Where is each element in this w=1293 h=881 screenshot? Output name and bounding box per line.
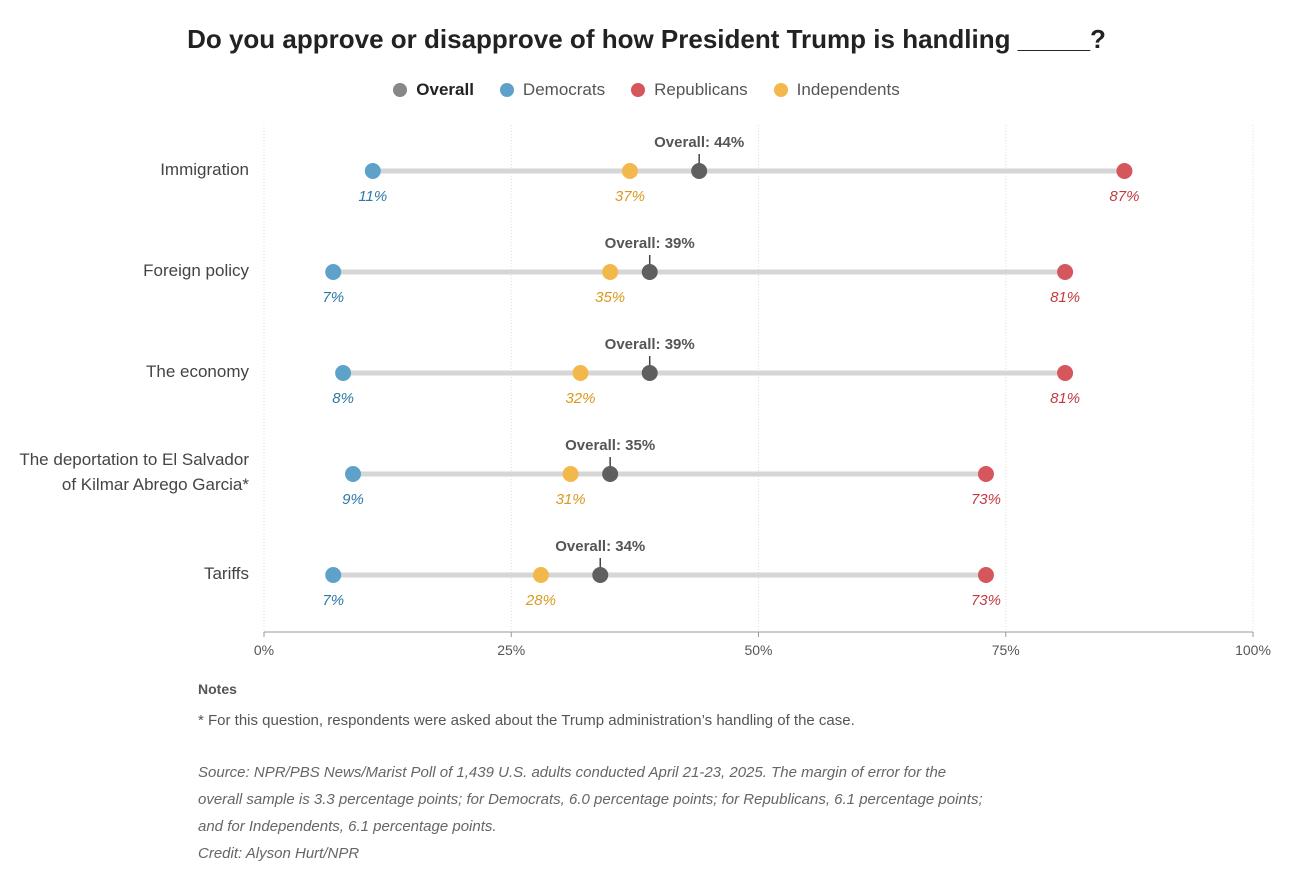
- legend-item-democrats: Democrats: [499, 80, 606, 100]
- category-label: of Kilmar Abrego Garcia*: [62, 475, 249, 494]
- value-label-independents: 37%: [615, 188, 645, 205]
- dot-independents: [562, 466, 579, 482]
- x-tick-label: 50%: [744, 642, 772, 658]
- legend-item-republicans: Republicans: [631, 80, 748, 100]
- dot-democrats: [364, 163, 381, 179]
- dot-republicans: [977, 466, 994, 482]
- notes-section: Notes * For this question, respondents w…: [198, 681, 1098, 868]
- dot-independents: [621, 163, 638, 179]
- category-label: The economy: [146, 362, 249, 381]
- overall-value-label: Overall: 34%: [555, 538, 645, 555]
- category-label: Tariffs: [204, 564, 249, 583]
- value-label-independents: 35%: [595, 289, 625, 306]
- credit-text: Credit: Alyson Hurt/NPR: [198, 845, 360, 862]
- source-line: overall sample is 3.3 percentage points;…: [198, 791, 983, 808]
- source-line: Source: NPR/PBS News/Marist Poll of 1,43…: [198, 764, 947, 781]
- value-label-independents: 31%: [556, 491, 586, 508]
- dot-republicans: [977, 567, 994, 583]
- legend-swatch-republicans: [631, 83, 646, 97]
- legend: Overall Democrats Republicans Independen…: [0, 80, 1293, 100]
- category-label: Immigration: [160, 160, 249, 179]
- source-text: Source: NPR/PBS News/Marist Poll of 1,43…: [198, 759, 1098, 840]
- value-label-democrats: 11%: [358, 188, 387, 205]
- legend-label-overall: Overall: [416, 80, 474, 99]
- overall-value-label: Overall: 35%: [565, 437, 655, 454]
- dot-overall: [641, 264, 658, 280]
- legend-label-independents: Independents: [796, 80, 900, 99]
- value-label-independents: 28%: [525, 592, 556, 609]
- legend-swatch-democrats: [499, 83, 514, 97]
- legend-item-overall: Overall: [393, 80, 474, 100]
- x-tick-label: 0%: [254, 642, 274, 658]
- legend-swatch-independents: [773, 83, 788, 97]
- value-label-democrats: 7%: [322, 592, 344, 609]
- value-label-republicans: 87%: [1109, 188, 1139, 205]
- category-label: Foreign policy: [143, 261, 249, 280]
- dot-democrats: [325, 264, 342, 280]
- overall-value-label: Overall: 39%: [605, 235, 695, 252]
- dot-republicans: [1057, 264, 1074, 280]
- notes-text: * For this question, respondents were as…: [198, 712, 855, 729]
- overall-value-label: Overall: 39%: [605, 336, 695, 353]
- dot-democrats: [345, 466, 362, 482]
- source-line: and for Independents, 6.1 percentage poi…: [198, 818, 497, 835]
- dot-democrats: [325, 567, 342, 583]
- category-label: The deportation to El Salvador: [19, 450, 249, 469]
- value-label-democrats: 9%: [342, 491, 364, 508]
- legend-label-democrats: Democrats: [522, 80, 606, 99]
- x-tick-label: 75%: [992, 642, 1020, 658]
- dot-overall: [691, 163, 708, 179]
- dot-plot-chart: 0% 25% 50% 75% 100% Immigration Overall: 44% 11…: [19, 125, 1271, 658]
- dot-overall: [592, 567, 609, 583]
- x-tick-label: 25%: [497, 642, 525, 658]
- overall-value-label: Overall: 44%: [654, 134, 744, 151]
- dot-overall: [602, 466, 619, 482]
- value-label-republicans: 73%: [971, 491, 1001, 508]
- legend-label-republicans: Republicans: [654, 80, 748, 99]
- value-label-independents: 32%: [565, 390, 595, 407]
- dot-republicans: [1057, 365, 1074, 381]
- value-label-republicans: 81%: [1050, 390, 1080, 407]
- value-label-republicans: 73%: [971, 592, 1001, 609]
- chart-title: Do you approve or disapprove of how Pres…: [187, 24, 1106, 54]
- value-label-democrats: 7%: [322, 289, 344, 306]
- legend-swatch-overall: [393, 83, 408, 97]
- dot-overall: [641, 365, 658, 381]
- legend-item-independents: Independents: [773, 80, 900, 100]
- value-label-republicans: 81%: [1050, 289, 1080, 306]
- notes-heading: Notes: [198, 681, 237, 697]
- value-label-democrats: 8%: [332, 390, 354, 407]
- dot-independents: [602, 264, 619, 280]
- dot-independents: [532, 567, 549, 583]
- dot-republicans: [1116, 163, 1133, 179]
- dot-democrats: [335, 365, 352, 381]
- x-tick-label: 100%: [1235, 642, 1271, 658]
- dot-independents: [572, 365, 589, 381]
